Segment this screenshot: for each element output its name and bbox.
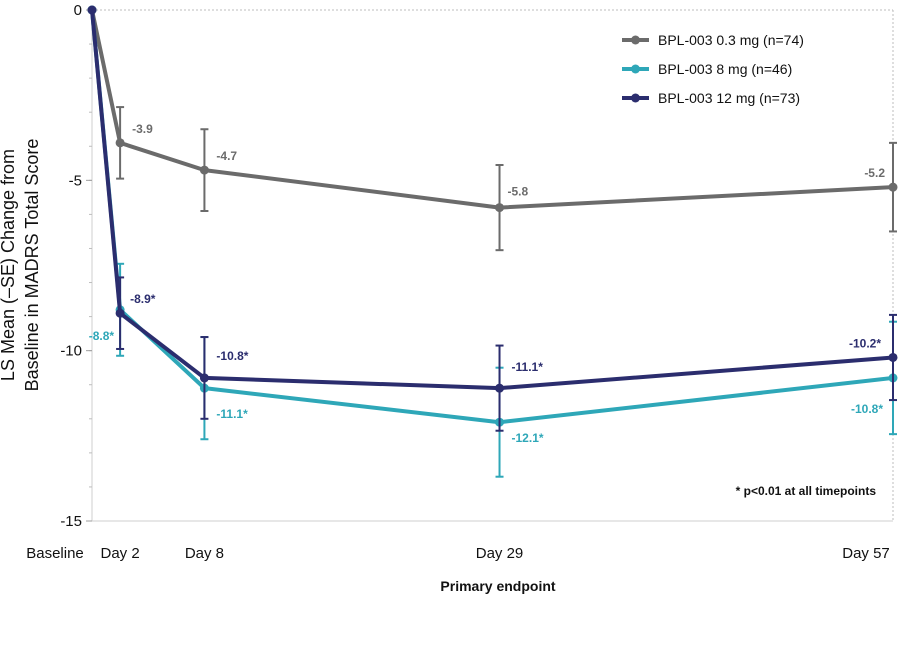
x-tick-label: Day 2	[101, 545, 140, 562]
legend-item: BPL-003 12 mg (n=73)	[622, 90, 800, 106]
legend-item: BPL-003 8 mg (n=46)	[622, 61, 792, 77]
data-point	[115, 308, 125, 318]
y-axis-label-line2: Baseline in MADRS Total Score	[22, 139, 42, 392]
data-label: -5.2	[864, 166, 885, 180]
x-tick-label: Day 29	[476, 545, 524, 562]
data-label: -10.2*	[849, 336, 881, 350]
y-tick-label: -10	[60, 343, 82, 360]
grid-layer	[92, 9, 894, 521]
legend-swatch-marker	[631, 93, 640, 103]
footnote: * p<0.01 at all timepoints	[736, 484, 877, 498]
data-point	[87, 5, 97, 15]
legend-item: BPL-003 0.3 mg (n=74)	[622, 32, 804, 48]
data-point	[495, 383, 505, 393]
data-label: -3.9	[132, 122, 153, 136]
legend-swatch-marker	[631, 64, 640, 74]
x-tick-label: Baseline	[26, 545, 84, 562]
data-label: -4.7	[216, 149, 237, 163]
data-label: -10.8*	[851, 402, 883, 416]
legend-swatch-marker	[631, 35, 640, 45]
series-2: -8.9* -10.8* -11.1* -10.2*	[87, 5, 898, 432]
x-axis-label: Primary endpoint	[440, 578, 555, 594]
data-point	[888, 352, 898, 362]
data-point	[495, 203, 505, 213]
data-point	[115, 138, 125, 148]
data-point	[199, 165, 209, 175]
x-tick-label: Day 8	[185, 545, 224, 562]
data-label: -11.1*	[512, 360, 544, 374]
y-tick-label: -15	[60, 513, 82, 530]
axis-layer: 0 -5 -10 -15 Baseline Day 2 Day 8 Day 29 Day 57	[26, 2, 893, 562]
data-label: -8.8*	[89, 329, 115, 343]
y-tick-label: 0	[74, 2, 82, 19]
legend: BPL-003 0.3 mg (n=74) BPL-003 8 mg (n=46)…	[622, 32, 804, 106]
legend-label: BPL-003 12 mg (n=73)	[658, 90, 800, 106]
data-label: -12.1*	[512, 431, 544, 445]
legend-label: BPL-003 8 mg (n=46)	[658, 61, 792, 77]
data-label: -10.8*	[216, 349, 248, 363]
series-layer: -3.9-4.7-5.8-5.2-8.8*-11.1*-12.1*-10.8*-…	[87, 5, 898, 478]
x-tick-label: Day 57	[842, 545, 890, 562]
data-point	[199, 373, 209, 383]
legend-label: BPL-003 0.3 mg (n=74)	[658, 32, 804, 48]
data-point	[888, 182, 898, 192]
y-axis-label-line1: LS Mean (–SE) Change from	[0, 149, 18, 381]
data-label: -11.1*	[216, 407, 248, 421]
data-label: -8.9*	[130, 292, 156, 306]
y-tick-label: -5	[69, 172, 82, 189]
data-label: -5.8	[508, 185, 529, 199]
